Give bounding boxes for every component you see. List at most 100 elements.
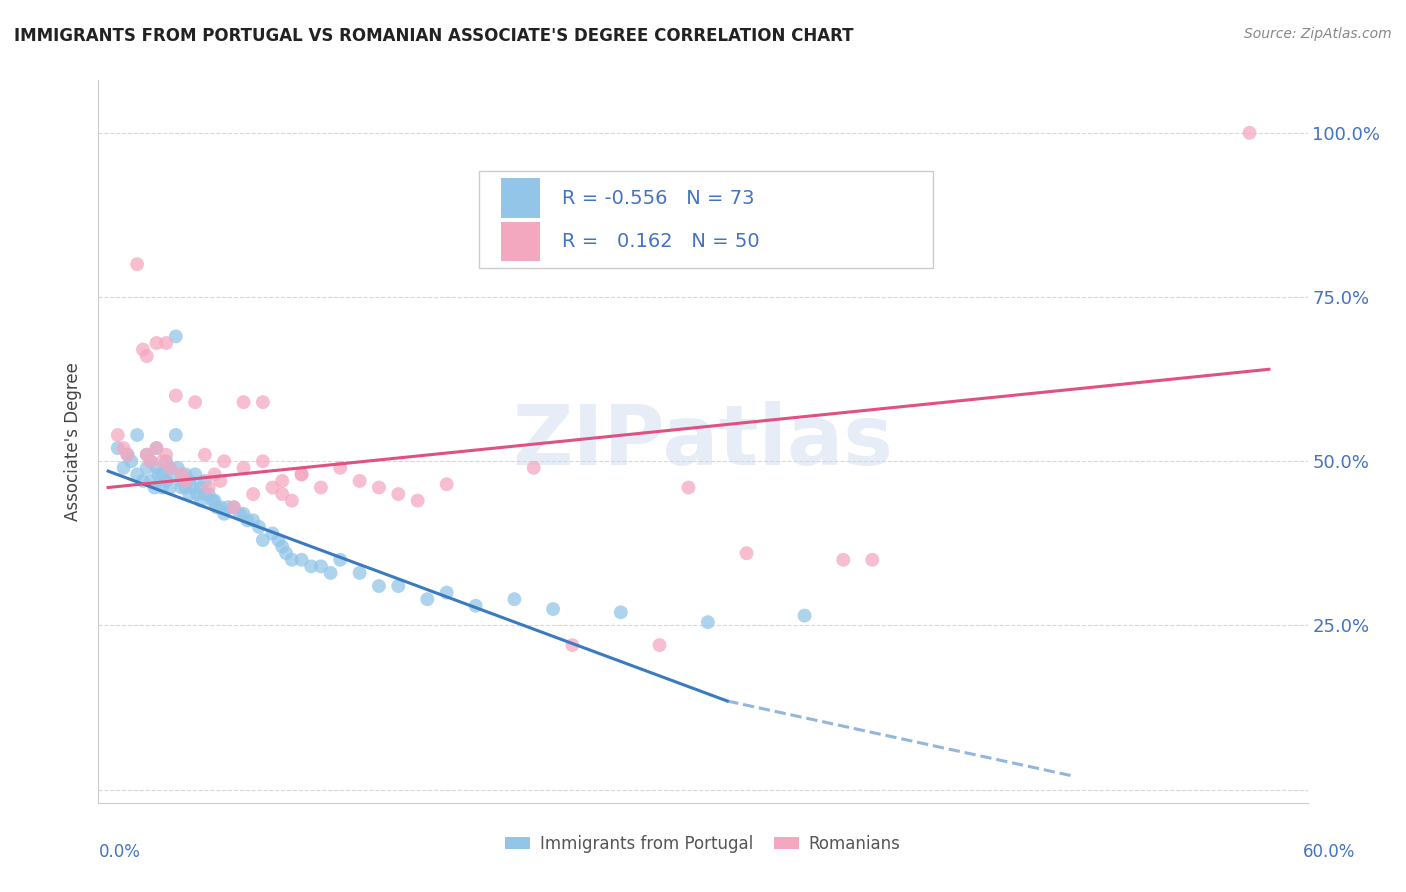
Point bbox=[117, 448, 139, 462]
Point bbox=[117, 448, 139, 462]
Point bbox=[145, 336, 167, 351]
Point bbox=[143, 481, 166, 495]
Point bbox=[217, 500, 239, 515]
Point bbox=[194, 474, 217, 488]
Point bbox=[232, 460, 254, 475]
Point bbox=[170, 474, 193, 488]
Point bbox=[329, 460, 352, 475]
Point bbox=[464, 599, 486, 613]
Point bbox=[145, 441, 167, 455]
Point bbox=[112, 441, 135, 455]
Point bbox=[148, 467, 170, 482]
Legend: Immigrants from Portugal, Romanians: Immigrants from Portugal, Romanians bbox=[499, 828, 907, 860]
Point bbox=[329, 553, 352, 567]
Point bbox=[319, 566, 342, 580]
Point bbox=[159, 481, 181, 495]
Point bbox=[166, 460, 188, 475]
Y-axis label: Associate's Degree: Associate's Degree bbox=[65, 362, 83, 521]
Point bbox=[406, 493, 429, 508]
Point bbox=[541, 602, 564, 616]
Text: ZIPatlas: ZIPatlas bbox=[513, 401, 893, 482]
Point bbox=[190, 481, 212, 495]
Point bbox=[155, 474, 177, 488]
Point bbox=[150, 454, 173, 468]
Point bbox=[165, 388, 187, 402]
Point bbox=[262, 526, 284, 541]
Point bbox=[135, 349, 157, 363]
Point bbox=[561, 638, 583, 652]
Point bbox=[145, 441, 167, 455]
Point bbox=[159, 460, 181, 475]
Point bbox=[290, 467, 312, 482]
Point bbox=[205, 500, 228, 515]
Point bbox=[274, 546, 297, 560]
Point bbox=[135, 448, 157, 462]
Point bbox=[201, 493, 224, 508]
Point bbox=[174, 467, 197, 482]
Point bbox=[160, 467, 183, 482]
Point bbox=[271, 540, 294, 554]
FancyBboxPatch shape bbox=[479, 170, 932, 268]
Point bbox=[242, 487, 264, 501]
Point bbox=[209, 474, 232, 488]
Point bbox=[165, 428, 187, 442]
Point bbox=[222, 500, 245, 515]
Point bbox=[436, 585, 458, 599]
Point bbox=[735, 546, 758, 560]
Point bbox=[139, 454, 162, 468]
Point bbox=[387, 579, 409, 593]
Point bbox=[127, 467, 149, 482]
Point bbox=[262, 481, 284, 495]
Point bbox=[190, 493, 212, 508]
Point bbox=[135, 460, 157, 475]
Point bbox=[232, 395, 254, 409]
Point bbox=[107, 441, 129, 455]
Point bbox=[107, 428, 129, 442]
Point bbox=[349, 566, 371, 580]
Point bbox=[170, 467, 193, 482]
Point bbox=[610, 605, 633, 619]
Point bbox=[368, 579, 391, 593]
Point bbox=[145, 460, 167, 475]
Point bbox=[139, 454, 162, 468]
Point bbox=[678, 481, 700, 495]
Point bbox=[179, 474, 201, 488]
Point bbox=[155, 448, 177, 462]
Point bbox=[523, 460, 546, 475]
Point bbox=[236, 513, 259, 527]
Point bbox=[349, 474, 371, 488]
Point bbox=[436, 477, 458, 491]
Text: R = -0.556   N = 73: R = -0.556 N = 73 bbox=[561, 188, 754, 208]
Point bbox=[197, 481, 219, 495]
Point bbox=[127, 428, 149, 442]
Point bbox=[860, 553, 883, 567]
Point bbox=[184, 395, 207, 409]
Point bbox=[648, 638, 671, 652]
Point bbox=[165, 329, 187, 343]
Point bbox=[112, 460, 135, 475]
Point bbox=[309, 481, 332, 495]
Point bbox=[252, 395, 274, 409]
Text: R =   0.162   N = 50: R = 0.162 N = 50 bbox=[561, 232, 759, 251]
Point bbox=[387, 487, 409, 501]
Point bbox=[127, 257, 149, 271]
Point bbox=[252, 533, 274, 547]
Point bbox=[179, 487, 201, 501]
Point bbox=[174, 481, 197, 495]
Point bbox=[281, 493, 304, 508]
Point bbox=[170, 481, 193, 495]
Point bbox=[309, 559, 332, 574]
FancyBboxPatch shape bbox=[501, 221, 540, 261]
Point bbox=[155, 454, 177, 468]
Point bbox=[232, 507, 254, 521]
Point bbox=[228, 507, 250, 521]
Point bbox=[212, 507, 235, 521]
Point bbox=[139, 474, 162, 488]
Point bbox=[267, 533, 290, 547]
Point bbox=[204, 493, 226, 508]
Point bbox=[150, 467, 173, 482]
Point bbox=[832, 553, 855, 567]
Point bbox=[290, 553, 312, 567]
Point bbox=[209, 500, 232, 515]
Point bbox=[1239, 126, 1261, 140]
